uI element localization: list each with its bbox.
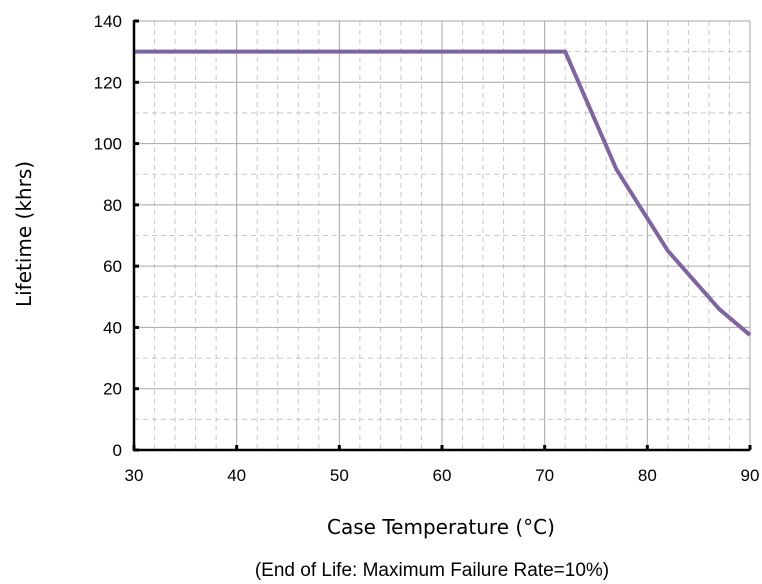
y-tick-label: 60	[103, 257, 122, 276]
major-grid	[134, 20, 751, 450]
x-tick-label: 60	[433, 466, 452, 485]
x-tick-label: 40	[227, 466, 246, 485]
x-tick-label: 80	[638, 466, 657, 485]
y-tick-label: 120	[94, 73, 122, 92]
x-tick-label: 30	[125, 466, 144, 485]
y-tick-label: 80	[103, 196, 122, 215]
y-tick-label: 140	[94, 12, 122, 31]
y-tick-label: 40	[103, 318, 122, 337]
y-tick-label: 100	[94, 135, 122, 154]
series-layer	[134, 49, 752, 337]
x-tick-label: 50	[330, 466, 349, 485]
x-axis-label: Case Temperature (°C)	[327, 515, 555, 539]
y-axis-label: Lifetime (khrs)	[12, 161, 36, 307]
y-tick-label: 20	[103, 380, 122, 399]
axes	[132, 19, 752, 452]
series-line	[134, 49, 752, 337]
x-tick-label: 90	[741, 466, 760, 485]
x-tick-label: 70	[535, 466, 554, 485]
chart-caption: (End of Life: Maximum Failure Rate=10%)	[255, 560, 609, 581]
tick-labels: 30 40 50 60 70 80 90 0 20 40 60 80 100 120 140	[94, 12, 760, 485]
y-tick-label: 0	[113, 441, 122, 460]
